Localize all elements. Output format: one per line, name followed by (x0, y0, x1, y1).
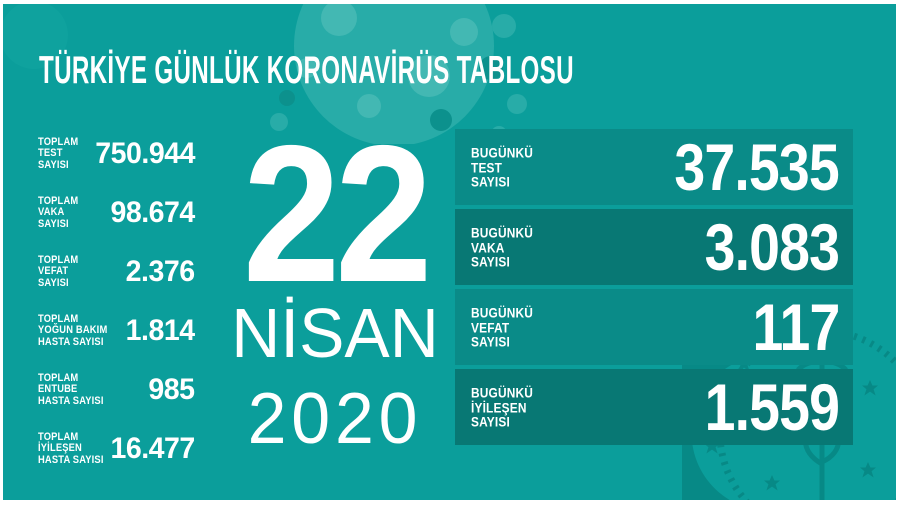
total-row-test: TOPLAM TEST SAYISI 750.944 (38, 124, 195, 183)
daily-label: BUGÜNKÜ VEFAT SAYISI (471, 305, 533, 349)
total-label-line: HASTA SAYISI (38, 453, 104, 466)
total-label-line: SAYISI (38, 158, 69, 171)
daily-value: 117 (752, 290, 840, 364)
total-value: 1.814 (126, 313, 195, 347)
total-label-line: TOPLAM (38, 253, 79, 266)
total-label-line: SAYISI (38, 276, 69, 289)
total-label-line: SAYISI (38, 217, 69, 230)
date-block: 22 NİSAN 2020 (225, 4, 445, 500)
total-row-yogun-bakim: TOPLAM YOĞUN BAKIM HASTA SAYISI 1.814 (38, 301, 195, 360)
daily-value: 37.535 (674, 130, 839, 204)
total-label-line: TOPLAM (38, 371, 79, 384)
total-label: TOPLAM TEST SAYISI (38, 136, 111, 171)
daily-label: BUGÜNKÜ TEST SAYISI (471, 145, 533, 189)
daily-box-iyilesen: BUGÜNKÜ İYİLEŞEN SAYISI 1.559 (455, 369, 853, 445)
date-year: 2020 (247, 379, 423, 459)
total-label: TOPLAM YOĞUN BAKIM HASTA SAYISI (38, 313, 111, 348)
total-label-line: TOPLAM (38, 312, 79, 325)
daily-label-line: VAKA (471, 238, 505, 255)
daily-label-line: BUGÜNKÜ (471, 384, 534, 401)
total-row-vaka: TOPLAM VAKA SAYISI 98.674 (38, 183, 195, 242)
daily-label-line: SAYISI (471, 253, 510, 270)
total-label-line: VAKA (38, 205, 65, 218)
daily-label-line: SAYISI (471, 413, 510, 430)
total-label-line: HASTA SAYISI (38, 335, 104, 348)
total-label-line: TEST (38, 146, 63, 159)
total-value: 98.674 (110, 195, 196, 229)
total-label: TOPLAM VEFAT SAYISI (38, 254, 111, 289)
daily-label-line: BUGÜNKÜ (471, 144, 534, 161)
totals-column: TOPLAM TEST SAYISI 750.944 TOPLAM VAKA S… (38, 124, 195, 478)
daily-value: 3.083 (704, 210, 839, 284)
total-value: 750.944 (95, 136, 195, 170)
total-label-line: HASTA SAYISI (38, 394, 104, 407)
daily-column: BUGÜNKÜ TEST SAYISI 37.535 BUGÜNKÜ VAKA … (455, 129, 853, 449)
daily-label-line: VEFAT (471, 318, 510, 335)
total-label-line: TOPLAM (38, 430, 79, 443)
total-label: TOPLAM ENTUBE HASTA SAYISI (38, 372, 111, 407)
total-label-line: İYİLEŞEN (38, 441, 82, 454)
total-label-line: YOĞUN BAKIM (38, 323, 108, 336)
daily-label-line: BUGÜNKÜ (471, 224, 534, 241)
date-day: 22 (242, 105, 433, 323)
total-label-line: VEFAT (38, 264, 69, 277)
daily-label: BUGÜNKÜ VAKA SAYISI (471, 225, 533, 269)
total-label: TOPLAM VAKA SAYISI (38, 195, 111, 230)
total-row-entube: TOPLAM ENTUBE HASTA SAYISI 985 (38, 360, 195, 419)
total-row-vefat: TOPLAM VEFAT SAYISI 2.376 (38, 242, 195, 301)
daily-label: BUGÜNKÜ İYİLEŞEN SAYISI (471, 385, 533, 429)
daily-box-test: BUGÜNKÜ TEST SAYISI 37.535 (455, 129, 853, 205)
total-label-line: ENTUBE (38, 382, 78, 395)
daily-value: 1.559 (704, 370, 839, 444)
total-row-iyilesen: TOPLAM İYİLEŞEN HASTA SAYISI 16.477 (38, 419, 195, 478)
page-title: TÜRKİYE GÜNLÜK KORONAVİRÜS TABLOSU (39, 49, 574, 92)
date-month: NİSAN (231, 294, 439, 372)
total-label: TOPLAM İYİLEŞEN HASTA SAYISI (38, 431, 111, 466)
total-label-line: TOPLAM (38, 135, 79, 148)
daily-box-vefat: BUGÜNKÜ VEFAT SAYISI 117 (455, 289, 853, 365)
infographic-board: TÜRKİYE GÜNLÜK KORONAVİRÜS TABLOSU TOPLA… (3, 4, 896, 500)
daily-label-line: İYİLEŞEN (471, 398, 527, 415)
daily-label-line: SAYISI (471, 333, 510, 350)
daily-label-line: TEST (471, 158, 503, 175)
total-value: 985 (148, 372, 196, 406)
total-label-line: TOPLAM (38, 194, 79, 207)
daily-label-line: BUGÜNKÜ (471, 304, 534, 321)
total-value: 16.477 (110, 431, 196, 465)
daily-box-vaka: BUGÜNKÜ VAKA SAYISI 3.083 (455, 209, 853, 285)
daily-label-line: SAYISI (471, 173, 510, 190)
total-value: 2.376 (126, 254, 195, 288)
